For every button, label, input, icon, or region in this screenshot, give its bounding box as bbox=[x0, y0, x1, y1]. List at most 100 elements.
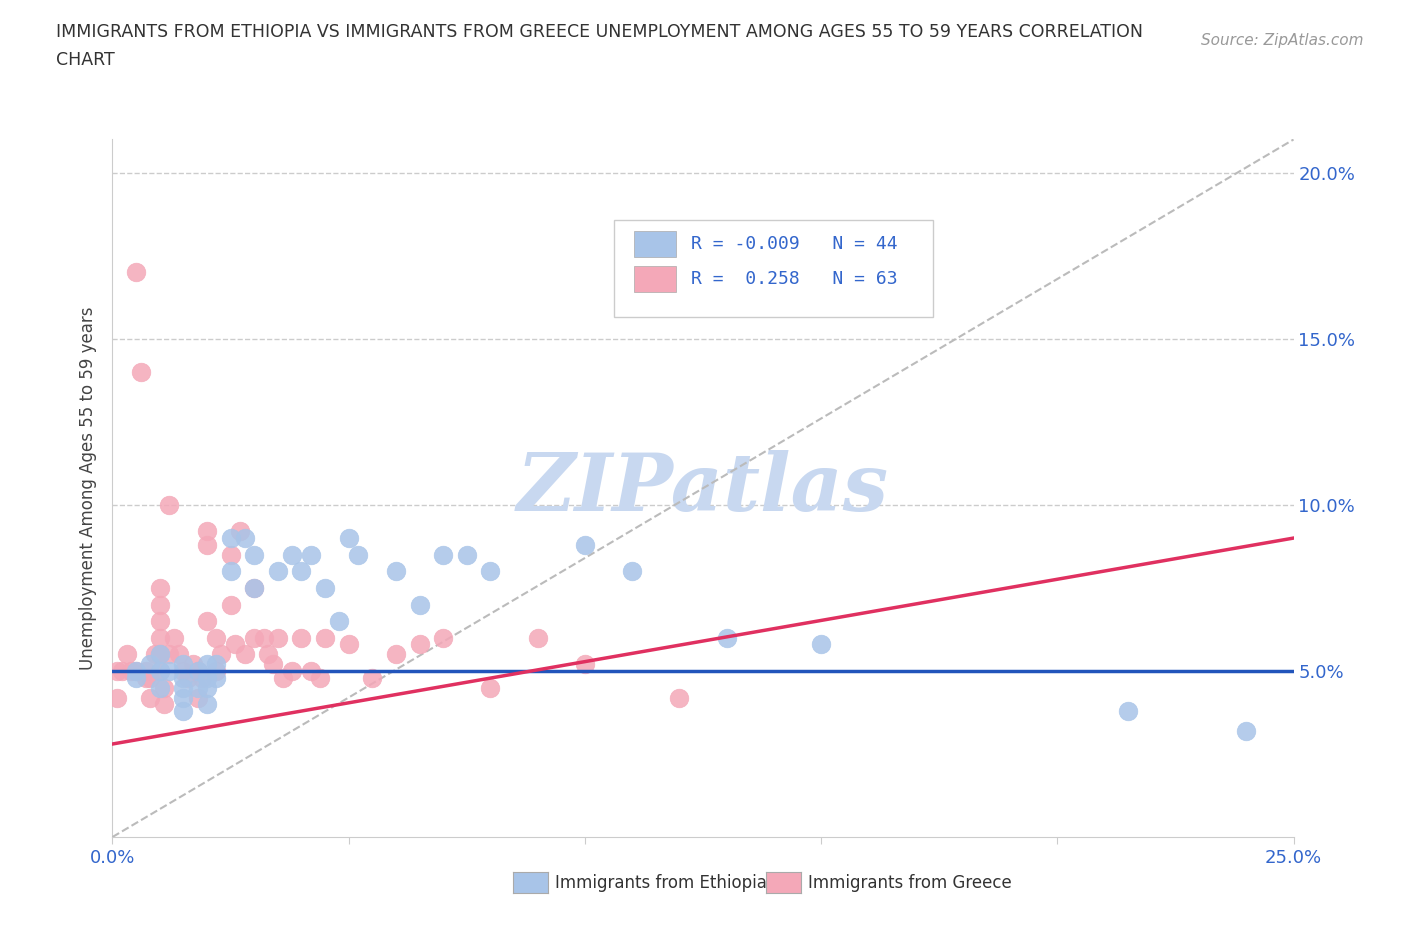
Point bbox=[205, 671, 228, 685]
Point bbox=[526, 631, 548, 645]
Text: Immigrants from Greece: Immigrants from Greece bbox=[808, 873, 1012, 892]
Point bbox=[290, 631, 312, 645]
Text: Source: ZipAtlas.com: Source: ZipAtlas.com bbox=[1201, 33, 1364, 47]
Point bbox=[186, 680, 208, 695]
FancyBboxPatch shape bbox=[634, 231, 676, 258]
Point bbox=[314, 631, 336, 645]
Point bbox=[139, 657, 162, 671]
Point bbox=[271, 671, 294, 685]
Point bbox=[574, 538, 596, 552]
Point bbox=[810, 637, 832, 652]
Point bbox=[125, 265, 148, 280]
Point bbox=[195, 614, 218, 629]
Point bbox=[129, 365, 152, 379]
Point bbox=[139, 671, 162, 685]
Point bbox=[716, 631, 738, 645]
Point bbox=[177, 671, 200, 685]
Point bbox=[337, 531, 360, 546]
Point bbox=[219, 564, 242, 578]
Point bbox=[262, 657, 284, 671]
Point bbox=[139, 690, 162, 705]
Point bbox=[181, 657, 204, 671]
Text: IMMIGRANTS FROM ETHIOPIA VS IMMIGRANTS FROM GREECE UNEMPLOYMENT AMONG AGES 55 TO: IMMIGRANTS FROM ETHIOPIA VS IMMIGRANTS F… bbox=[56, 23, 1143, 41]
Point bbox=[267, 631, 290, 645]
Point bbox=[281, 663, 304, 678]
Point bbox=[186, 663, 208, 678]
Point bbox=[243, 580, 266, 595]
Point bbox=[205, 631, 228, 645]
Point bbox=[219, 531, 242, 546]
Point bbox=[125, 671, 148, 685]
Point bbox=[1234, 724, 1257, 738]
Point bbox=[143, 647, 166, 662]
Point bbox=[195, 538, 218, 552]
Point bbox=[205, 657, 228, 671]
Point bbox=[135, 663, 157, 678]
Text: ZIPatlas: ZIPatlas bbox=[517, 449, 889, 527]
Text: R =  0.258   N = 63: R = 0.258 N = 63 bbox=[692, 270, 898, 288]
Point bbox=[149, 580, 172, 595]
Point bbox=[233, 531, 256, 546]
Point bbox=[149, 631, 172, 645]
Point bbox=[135, 671, 157, 685]
Point bbox=[574, 657, 596, 671]
Point bbox=[125, 663, 148, 678]
Text: CHART: CHART bbox=[56, 51, 115, 69]
Point bbox=[479, 680, 502, 695]
Point bbox=[191, 671, 214, 685]
Point bbox=[432, 547, 454, 562]
Point bbox=[149, 663, 172, 678]
Point bbox=[149, 647, 172, 662]
Point bbox=[290, 564, 312, 578]
Point bbox=[281, 547, 304, 562]
Point bbox=[267, 564, 290, 578]
Point bbox=[172, 671, 194, 685]
Point bbox=[314, 580, 336, 595]
Point bbox=[309, 671, 332, 685]
Point bbox=[105, 690, 128, 705]
Point bbox=[385, 647, 408, 662]
Point bbox=[328, 614, 350, 629]
Point bbox=[432, 631, 454, 645]
Point bbox=[157, 647, 180, 662]
Point bbox=[408, 637, 430, 652]
Point bbox=[172, 657, 194, 671]
Point bbox=[172, 690, 194, 705]
Point bbox=[149, 647, 172, 662]
Point bbox=[337, 637, 360, 652]
Point bbox=[153, 680, 176, 695]
Point bbox=[186, 663, 208, 678]
Point bbox=[209, 647, 232, 662]
Point bbox=[219, 597, 242, 612]
Point bbox=[243, 631, 266, 645]
Point bbox=[125, 663, 148, 678]
Point bbox=[1116, 703, 1139, 718]
Point bbox=[120, 663, 142, 678]
Point bbox=[149, 614, 172, 629]
Point bbox=[153, 697, 176, 711]
Point bbox=[111, 663, 134, 678]
Point bbox=[229, 524, 252, 538]
Point bbox=[257, 647, 280, 662]
Point bbox=[361, 671, 384, 685]
Point bbox=[668, 690, 690, 705]
Point bbox=[385, 564, 408, 578]
Point bbox=[195, 697, 218, 711]
Text: Immigrants from Ethiopia: Immigrants from Ethiopia bbox=[555, 873, 768, 892]
Point bbox=[299, 547, 322, 562]
Point bbox=[195, 657, 218, 671]
Point bbox=[149, 663, 172, 678]
Point bbox=[253, 631, 276, 645]
Point bbox=[456, 547, 478, 562]
Point bbox=[408, 597, 430, 612]
Point bbox=[172, 680, 194, 695]
Point bbox=[186, 690, 208, 705]
Point bbox=[219, 547, 242, 562]
Point bbox=[224, 637, 246, 652]
Point bbox=[195, 524, 218, 538]
Point bbox=[172, 663, 194, 678]
FancyBboxPatch shape bbox=[614, 219, 934, 317]
Point bbox=[157, 663, 180, 678]
Point bbox=[621, 564, 644, 578]
Point bbox=[233, 647, 256, 662]
